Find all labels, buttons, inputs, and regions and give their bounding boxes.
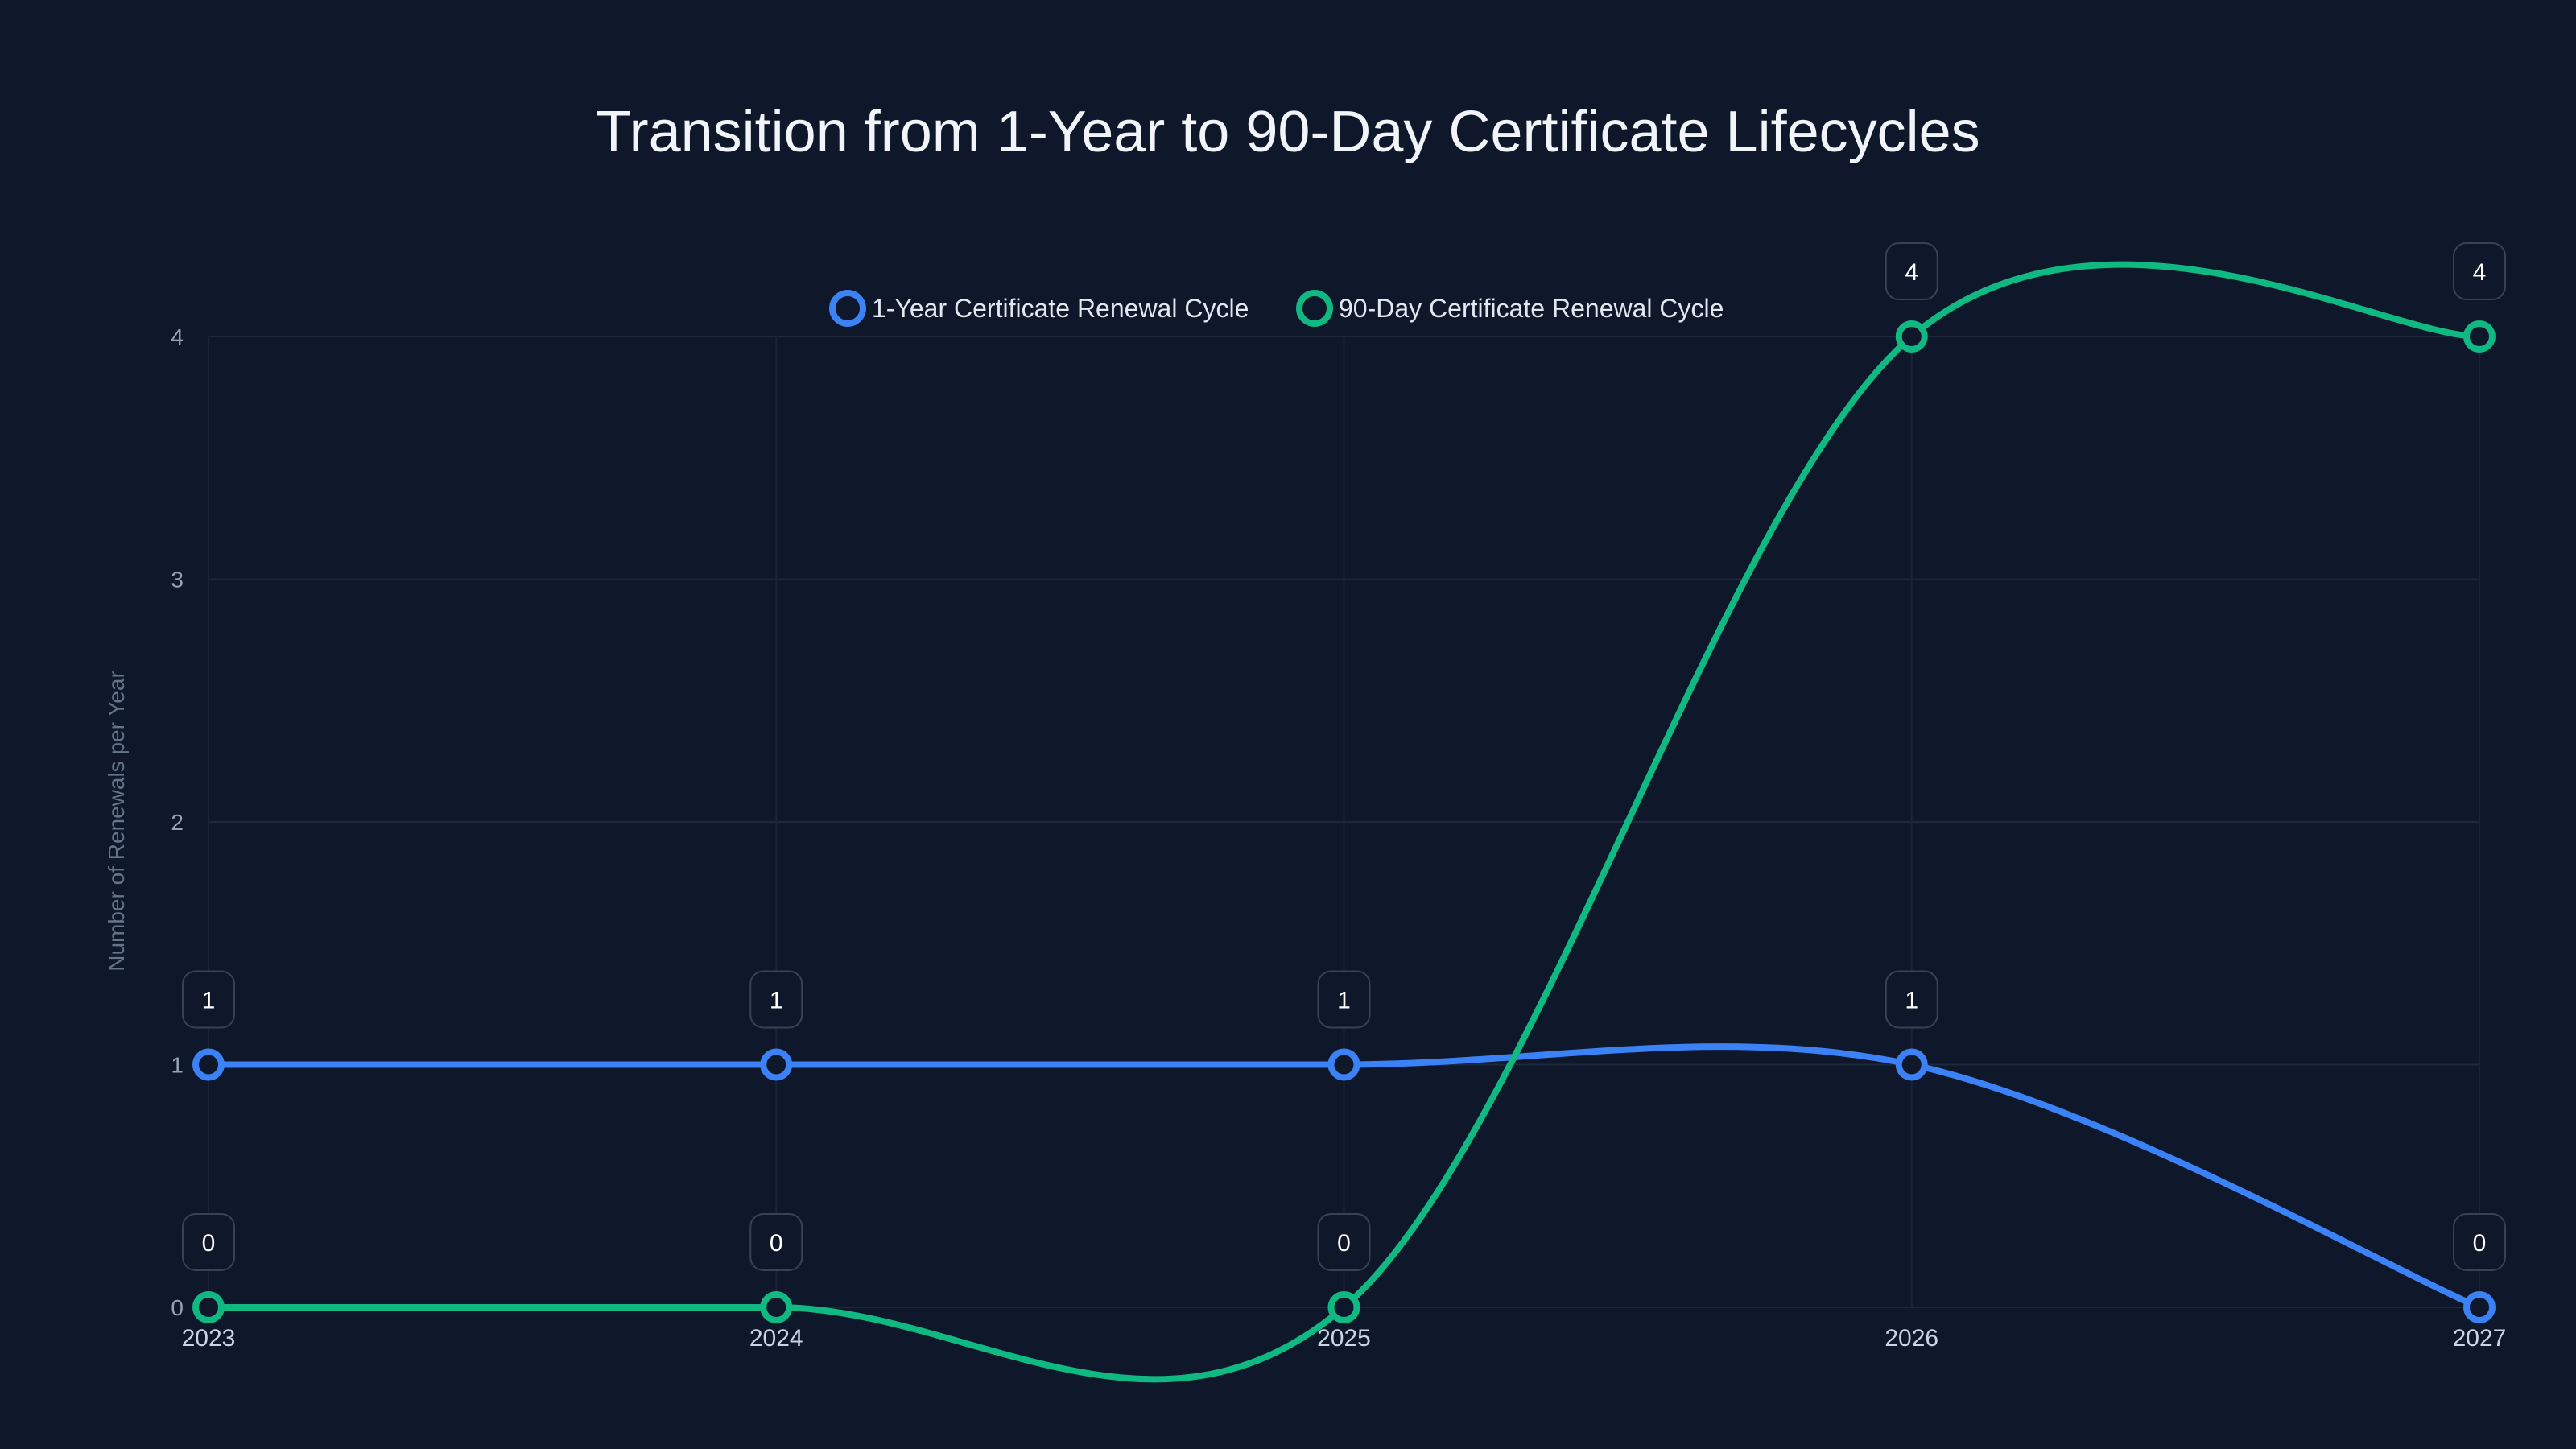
data-point-marker[interactable] [760,1291,793,1323]
y-tick-label: 2 [171,810,184,835]
data-label-box [1885,970,1938,1029]
legend-marker-icon [1296,290,1333,327]
series-line-1 [205,261,2483,1383]
legend-item-1[interactable]: 90-Day Certificate Renewal Cycle [1296,290,1724,327]
data-point-marker[interactable] [2463,1291,2496,1323]
y-tick-label: 0 [171,1295,184,1320]
x-tick-label: 2026 [1885,1325,1938,1352]
data-point-marker[interactable] [1895,1048,1928,1081]
data-point-marker[interactable] [2463,320,2496,353]
data-point-marker[interactable] [192,1048,225,1081]
data-label-box [1885,242,1938,300]
series-points [192,320,2496,1323]
x-axis: 2023 2024 2025 2026 2027 [182,1325,2507,1352]
y-axis: 0 1 2 3 4 [171,324,184,1320]
data-label: 0 [2473,1230,2487,1257]
data-label-box [749,1213,803,1271]
data-labels: 1 1 1 1 0 0 0 0 4 4 [182,242,2506,1271]
data-label-box [1317,1213,1371,1271]
data-label: 0 [770,1230,783,1257]
data-label: 0 [202,1230,216,1257]
data-label: 4 [2473,259,2487,286]
gridlines [208,336,2480,1308]
data-label: 1 [1337,988,1351,1014]
legend: 1-Year Certificate Renewal Cycle 90-Day C… [829,290,1724,327]
y-tick-label: 3 [171,568,184,592]
data-label-box [182,1213,235,1271]
data-label: 1 [1905,988,1918,1014]
y-axis-label: Number of Renewals per Year [104,671,129,972]
legend-marker-icon [829,290,866,327]
data-label: 1 [770,988,783,1014]
legend-label: 90-Day Certificate Renewal Cycle [1339,294,1724,323]
x-tick-label: 2027 [2453,1325,2507,1352]
data-label-box [2453,242,2506,300]
legend-item-0[interactable]: 1-Year Certificate Renewal Cycle [829,290,1249,327]
data-label-box [1317,970,1371,1029]
x-tick-label: 2024 [749,1325,803,1352]
data-label: 4 [1905,259,1918,286]
y-tick-label: 1 [171,1053,184,1078]
x-tick-label: 2025 [1317,1325,1371,1352]
data-point-marker[interactable] [1327,1291,1360,1323]
data-point-marker[interactable] [760,1048,793,1081]
data-label: 0 [1337,1230,1351,1257]
data-point-marker[interactable] [1327,1048,1360,1081]
x-tick-label: 2023 [182,1325,236,1352]
data-label-box [182,970,235,1029]
data-label-box [2453,1213,2506,1271]
legend-label: 1-Year Certificate Renewal Cycle [872,294,1249,323]
data-label-box [749,970,803,1029]
data-label: 1 [202,988,216,1014]
y-tick-label: 4 [171,324,184,349]
data-point-marker[interactable] [1895,320,1928,353]
chart-title: Transition from 1-Year to 90-Day Certifi… [596,100,1979,164]
data-point-marker[interactable] [192,1291,225,1323]
